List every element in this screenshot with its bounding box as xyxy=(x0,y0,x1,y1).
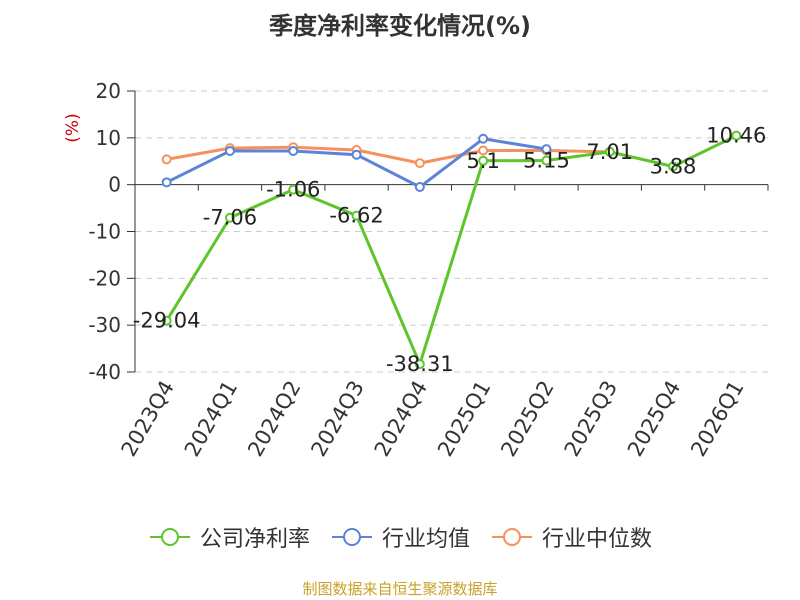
x-tick-label: 2023Q4 xyxy=(117,377,179,461)
source-note: 制图数据来自恒生聚源数据库 xyxy=(302,580,498,598)
series-line-0 xyxy=(165,134,738,366)
data-point-0 xyxy=(351,210,362,221)
data-point-1 xyxy=(161,177,172,188)
y-tick-label: 0 xyxy=(108,173,121,197)
data-point-0 xyxy=(288,184,299,195)
chart-title: 季度净利率变化情况(%) xyxy=(269,12,531,40)
data-point-0 xyxy=(604,146,615,157)
legend: 公司净利率 行业均值 行业中位数 xyxy=(0,521,800,553)
data-label: 5.15 xyxy=(523,149,570,173)
data-label: -29.04 xyxy=(133,309,201,333)
x-tick-label: 2025Q1 xyxy=(433,377,495,461)
x-tick-label: 2025Q3 xyxy=(560,377,622,461)
data-point-0 xyxy=(224,212,235,223)
legend-marker-company xyxy=(149,528,190,546)
legend-item-industry-mean[interactable]: 行业均值 xyxy=(330,521,470,553)
x-tick-label: 2024Q4 xyxy=(370,377,432,461)
x-tick-label: 2025Q4 xyxy=(623,377,685,461)
y-tick-label: -20 xyxy=(88,266,121,290)
x-tick-label: 2024Q2 xyxy=(243,377,305,461)
data-label: 5.1 xyxy=(466,149,499,173)
legend-item-industry-median[interactable]: 行业中位数 xyxy=(490,521,652,553)
y-tick-label: 20 xyxy=(96,79,121,103)
data-label: 3.88 xyxy=(650,154,697,178)
data-label: 10.46 xyxy=(706,124,766,148)
data-point-0 xyxy=(668,161,679,172)
data-point-1 xyxy=(541,144,552,155)
data-point-0 xyxy=(541,155,552,166)
y-axis-label: (%) xyxy=(63,113,83,142)
series-line-2 xyxy=(166,145,610,165)
data-point-1 xyxy=(414,182,425,193)
label-layer: -29.04 -7.06 -1.06 -6.62 -38.31 5.1 5.15 7.01 3.… xyxy=(133,124,767,376)
legend-label-company: 公司净利率 xyxy=(199,527,310,552)
y-tick-label: -10 xyxy=(88,220,121,244)
data-point-0 xyxy=(414,359,425,370)
data-label: -38.31 xyxy=(386,352,454,376)
data-label: 7.01 xyxy=(586,140,633,164)
y-tick-label: 10 xyxy=(96,126,121,150)
data-point-0 xyxy=(731,130,742,141)
data-point-1 xyxy=(478,133,489,144)
legend-marker-industry-mean xyxy=(331,528,372,546)
grid-layer xyxy=(135,90,768,373)
x-tick-label: 2024Q3 xyxy=(306,377,368,461)
legend-label-industry-median: 行业中位数 xyxy=(542,527,653,552)
data-point-2 xyxy=(478,145,489,156)
series-layer xyxy=(161,130,742,370)
y-tick-label: -30 xyxy=(88,313,121,337)
data-point-0 xyxy=(161,315,172,326)
data-point-1 xyxy=(288,145,299,156)
y-tick-label: -40 xyxy=(88,360,121,384)
data-point-0 xyxy=(478,155,489,166)
data-point-2 xyxy=(161,154,172,165)
data-point-1 xyxy=(224,145,235,156)
x-tick-label: 2025Q2 xyxy=(496,377,558,461)
data-label: -7.06 xyxy=(203,206,257,230)
legend-marker-industry-median xyxy=(492,528,532,546)
data-label: -1.06 xyxy=(266,178,320,202)
data-point-1 xyxy=(351,149,362,160)
data-label: -6.62 xyxy=(329,204,383,228)
data-point-2 xyxy=(414,158,425,169)
legend-label-industry-mean: 行业均值 xyxy=(381,527,470,552)
x-tick-label: 2024Q1 xyxy=(180,377,242,461)
x-tick-label: 2026Q1 xyxy=(686,377,748,461)
legend-item-company[interactable]: 公司净利率 xyxy=(148,521,310,553)
